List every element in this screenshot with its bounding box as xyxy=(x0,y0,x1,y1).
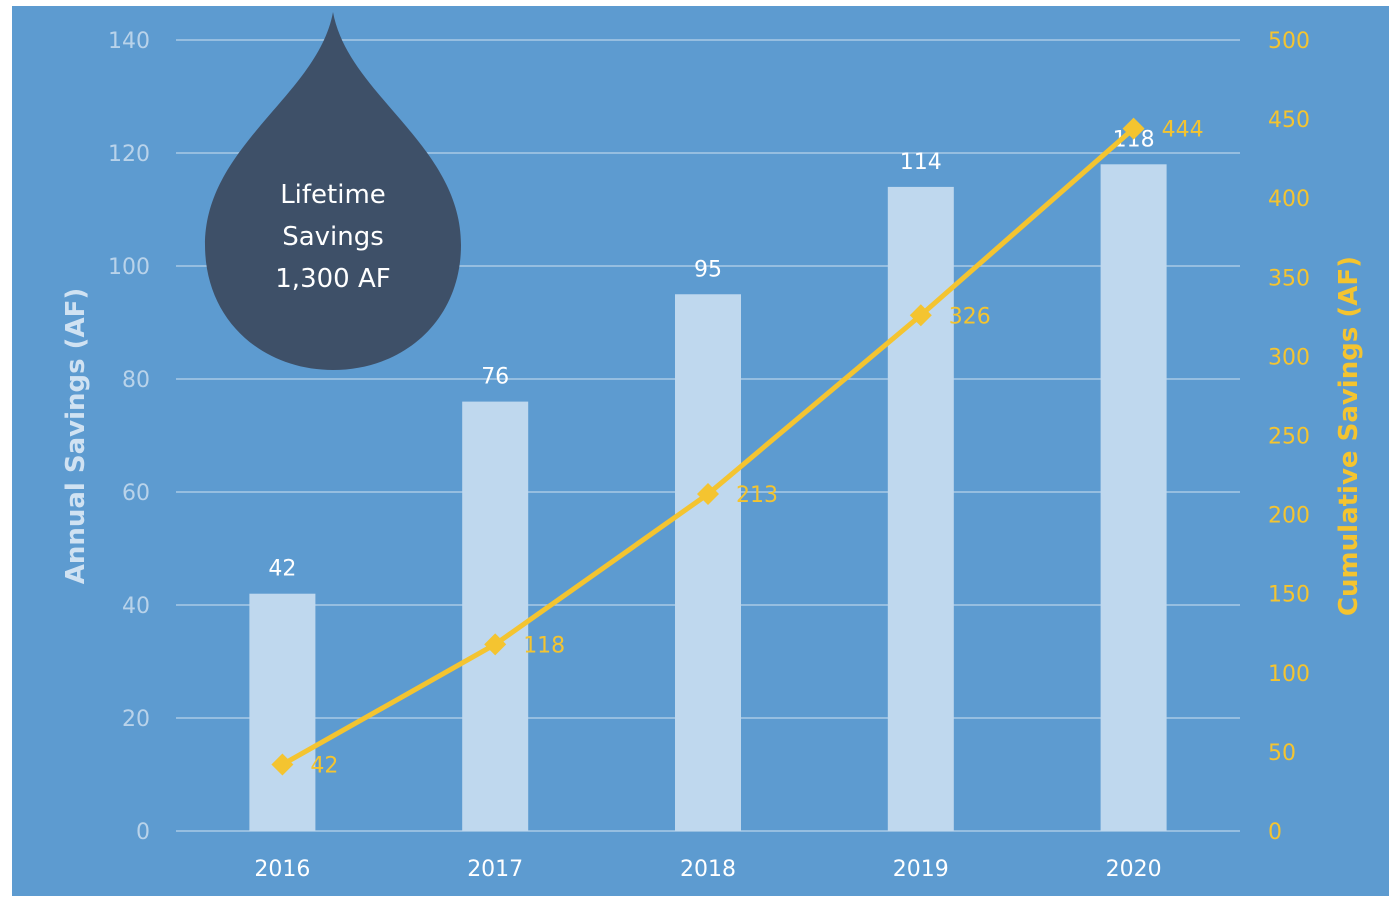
y-tick-label: 0 xyxy=(136,820,150,845)
bar-data-label: 42 xyxy=(268,557,296,582)
bar xyxy=(462,401,529,831)
x-tick-label: 2018 xyxy=(680,857,736,882)
y2-tick-label: 50 xyxy=(1268,741,1296,766)
line-point xyxy=(697,483,719,506)
x-tick-label: 2019 xyxy=(893,857,949,882)
y-tick-label: 120 xyxy=(108,142,150,167)
y2-tick-label: 350 xyxy=(1268,266,1310,291)
y-tick-label: 140 xyxy=(108,29,150,54)
y-axis-title: Annual Savings (AF) xyxy=(61,288,91,585)
bar-series xyxy=(249,164,1167,832)
y2-axis-title: Cumulative Savings (AF) xyxy=(1334,256,1364,616)
x-axis-ticks: 2016 2017 2018 2019 2020 xyxy=(254,857,1161,882)
line-data-label: 444 xyxy=(1162,118,1204,143)
y2-tick-label: 400 xyxy=(1268,187,1310,212)
line-point xyxy=(271,753,294,776)
x-tick-label: 2016 xyxy=(254,857,310,882)
bar xyxy=(887,186,954,831)
callout-line-2: Savings xyxy=(282,222,384,252)
y2-tick-label: 300 xyxy=(1268,345,1310,370)
line-series xyxy=(271,117,1145,776)
y2-tick-label: 500 xyxy=(1268,29,1310,54)
callout-line-1: Lifetime xyxy=(280,180,386,210)
bar-data-label: 114 xyxy=(900,150,942,175)
left-axis-ticks: 0 20 40 60 80 100 120 140 xyxy=(108,29,150,845)
x-tick-label: 2020 xyxy=(1106,857,1162,882)
y2-tick-label: 200 xyxy=(1268,504,1310,529)
y2-tick-label: 100 xyxy=(1268,662,1310,687)
y-tick-label: 80 xyxy=(122,368,150,393)
y-tick-label: 100 xyxy=(108,255,150,280)
bar-data-label: 95 xyxy=(694,257,722,282)
line-data-label: 326 xyxy=(949,304,991,329)
line-point xyxy=(909,304,932,327)
bar-data-label: 76 xyxy=(481,365,509,390)
y2-tick-label: 450 xyxy=(1268,108,1310,133)
line-data-label: 42 xyxy=(310,754,338,779)
y-tick-label: 60 xyxy=(122,481,150,506)
line-data-labels: 42 118 213 326 444 xyxy=(310,118,1203,779)
water-drop-icon xyxy=(205,12,461,370)
right-axis-ticks: 0 50 100 150 200 250 300 350 400 450 500 xyxy=(1268,29,1310,845)
bar xyxy=(249,593,316,831)
lifetime-savings-callout: Lifetime Savings 1,300 AF xyxy=(205,12,461,370)
line-data-label: 118 xyxy=(523,633,565,658)
y2-tick-label: 250 xyxy=(1268,425,1310,450)
y-tick-label: 40 xyxy=(122,594,150,619)
y2-tick-label: 0 xyxy=(1268,820,1282,845)
bar xyxy=(1100,164,1167,832)
bar xyxy=(675,294,741,831)
callout-line-3: 1,300 AF xyxy=(275,264,390,294)
y-tick-label: 20 xyxy=(122,707,150,732)
y2-tick-label: 150 xyxy=(1268,583,1310,608)
x-tick-label: 2017 xyxy=(467,857,523,882)
line-data-label: 213 xyxy=(736,483,778,508)
line-point xyxy=(484,633,507,656)
line-point xyxy=(1122,117,1145,140)
